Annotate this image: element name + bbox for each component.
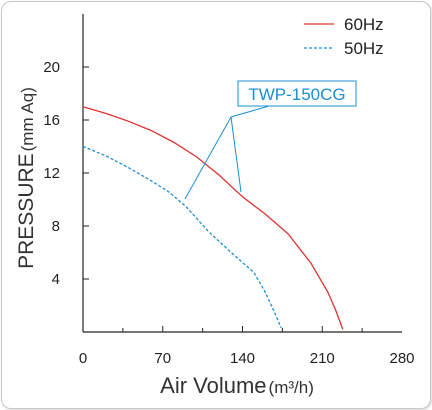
y-axis-title-main: PRESSURE [15, 153, 38, 269]
x-tick-label: 70 [154, 350, 171, 367]
x-axis-title: Air Volume (m³/h) [160, 373, 314, 398]
y-tick-label: 12 [43, 165, 60, 182]
series-line-50hz [82, 145, 282, 329]
y-ticks: 4 8 12 16 20 [43, 59, 89, 288]
model-callout: TWP-150CG [184, 80, 357, 200]
x-axis-title-main: Air Volume [160, 373, 266, 398]
x-tick-label: 210 [310, 350, 335, 367]
x-ticks: 0 70 140 210 280 [79, 326, 415, 367]
y-tick-label: 16 [43, 112, 60, 129]
series-line-60hz [82, 106, 344, 330]
legend: 60Hz 50Hz [304, 15, 384, 58]
callout-pointer-50hz [184, 116, 232, 200]
y-axis-title: PRESSURE (mm Aq) [15, 87, 38, 269]
y-tick-label: 20 [43, 59, 60, 76]
callout-pointer-upper [230, 105, 270, 118]
y-tick-label: 4 [52, 271, 60, 288]
y-tick-label: 8 [52, 218, 60, 235]
y-axis-title-unit: (mm Aq) [18, 87, 37, 151]
legend-label-60hz: 60Hz [344, 15, 384, 34]
callout-label: TWP-150CG [248, 85, 345, 104]
x-tick-label: 0 [79, 350, 87, 367]
x-tick-label: 280 [389, 350, 414, 367]
legend-label-50hz: 50Hz [344, 39, 384, 58]
x-axis-title-unit: (m³/h) [269, 378, 314, 397]
callout-pointer-60hz [230, 116, 242, 193]
callout-box [237, 80, 357, 107]
x-tick-label: 140 [230, 350, 255, 367]
